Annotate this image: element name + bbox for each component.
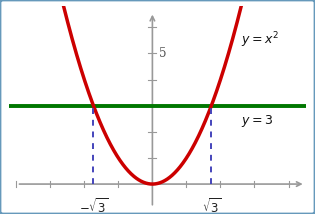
Text: $y = 3$: $y = 3$ xyxy=(241,113,273,129)
Text: $y = x^2$: $y = x^2$ xyxy=(241,31,278,50)
Text: $-\sqrt{3}$: $-\sqrt{3}$ xyxy=(79,197,108,214)
Text: $\sqrt{3}$: $\sqrt{3}$ xyxy=(202,197,221,214)
Text: 5: 5 xyxy=(158,47,166,60)
